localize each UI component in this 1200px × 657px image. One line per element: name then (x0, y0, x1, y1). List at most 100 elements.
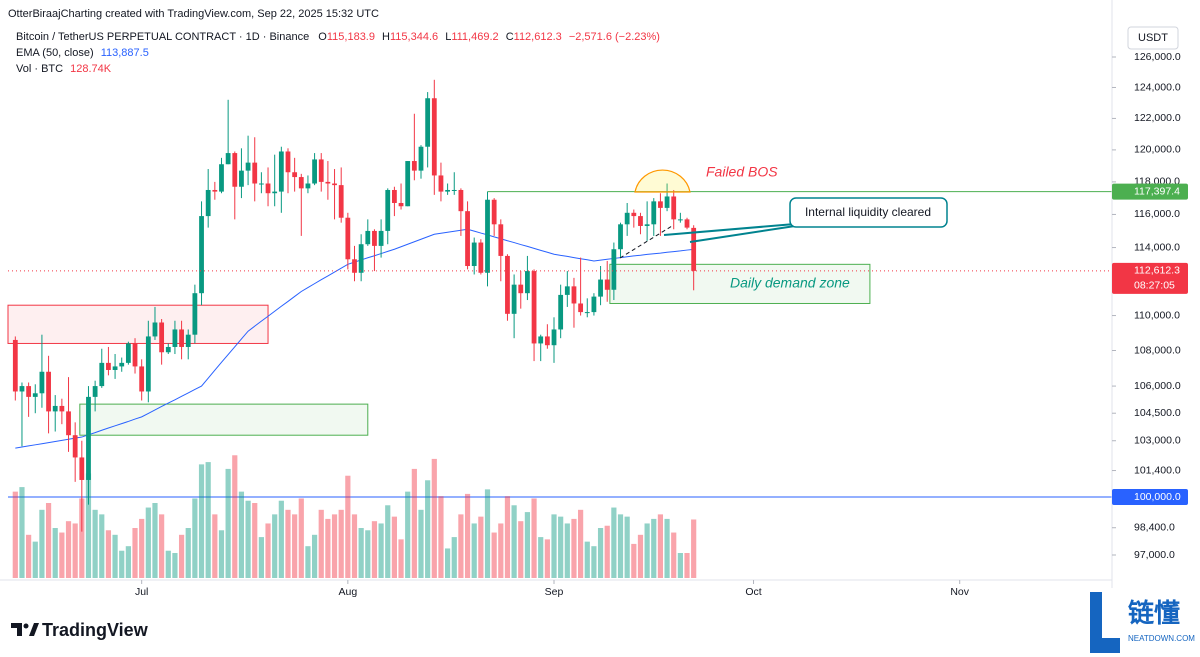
candle-body (631, 212, 637, 217)
price-tag (1112, 183, 1188, 200)
volume-bar (604, 525, 610, 578)
candle-body (258, 183, 264, 185)
candle-body (425, 98, 431, 147)
candle-body (285, 151, 291, 173)
candle-body (245, 162, 251, 171)
candle-body (578, 303, 584, 313)
volume-bar (591, 546, 597, 578)
x-tick-label: Sep (545, 586, 564, 598)
candle-body (651, 201, 657, 225)
candle-body (199, 216, 204, 294)
volume-bar (398, 539, 404, 578)
y-tick-label: 106,000.0 (1134, 380, 1181, 392)
candle-body (145, 336, 151, 392)
logo-icon (11, 623, 22, 636)
volume-bar (677, 553, 683, 578)
zones: Daily demand zone (7, 191, 1112, 498)
failed-bos-arc (634, 169, 691, 193)
volume-bar (445, 548, 451, 578)
volume-bar (378, 523, 384, 578)
volume-bar (278, 500, 284, 578)
zone (609, 263, 871, 304)
volume-bar (45, 503, 52, 578)
candle-body (411, 161, 417, 171)
volume-bar (238, 491, 245, 578)
volume-bar (318, 509, 324, 578)
volume-bar (597, 528, 604, 578)
price-tag-label: 117,397.4 (1134, 185, 1180, 197)
volume-bar (298, 498, 304, 578)
volume-bar (252, 503, 258, 578)
candle-body (99, 362, 105, 387)
volume-bar (425, 480, 431, 578)
volume-bar (65, 521, 72, 578)
volume-bar (351, 514, 358, 578)
candle-body (265, 183, 271, 194)
y-tick-label: 122,000.0 (1134, 112, 1181, 124)
candle-body (584, 312, 590, 314)
volume-bar (531, 498, 537, 578)
candle-body (132, 343, 138, 367)
volume-bar (624, 516, 630, 578)
volume-bar (484, 489, 491, 578)
volume-bar (644, 523, 650, 578)
brand-logo[interactable]: TradingView (11, 620, 149, 640)
legend-key: H (382, 31, 390, 43)
volume-bar (185, 528, 191, 578)
candle-body (438, 175, 444, 192)
callout-text: Internal liquidity cleared (805, 205, 931, 219)
y-tick-label: 108,000.0 (1134, 344, 1181, 356)
y-tick-label: 116,000.0 (1134, 208, 1180, 220)
candle-body (684, 219, 690, 228)
candle-body (418, 146, 424, 171)
candle-body (345, 217, 351, 260)
callout-pointer (663, 223, 796, 236)
countdown: 08:27:05 (1134, 280, 1175, 292)
volume-bar (12, 491, 18, 578)
legend-change: −2,571.6 (−2.23%) (569, 31, 660, 43)
volume-bar (59, 532, 65, 578)
candle-body (12, 339, 18, 392)
callout-box (789, 197, 948, 228)
volume-bar (464, 493, 471, 578)
candle-body (478, 242, 484, 273)
currency-box[interactable] (1127, 26, 1179, 50)
candle-body (72, 435, 78, 458)
volume-bar (145, 507, 151, 578)
candle-body (677, 219, 683, 221)
candle-body (505, 255, 510, 314)
candle-body (618, 224, 623, 250)
candle-body (106, 362, 111, 370)
candle-body (624, 212, 630, 225)
y-tick-label: 114,000.0 (1134, 241, 1180, 253)
volume-bar (105, 530, 112, 578)
volume-bar (651, 518, 657, 578)
volume-bar (371, 521, 378, 578)
volume-bar (617, 514, 624, 578)
candle-body (192, 293, 198, 335)
volume-bar (272, 514, 278, 578)
y-tick-label: 124,000.0 (1134, 81, 1181, 93)
volume-bar (471, 523, 477, 578)
candle-body (352, 259, 357, 273)
y-tick-label: 98,400.0 (1134, 522, 1175, 534)
candle-body (59, 405, 65, 412)
volume-bar (405, 491, 411, 578)
volume-pane (12, 455, 697, 578)
volume-bar (285, 509, 291, 578)
legend-value: 112,612.3 (514, 31, 562, 43)
candle-body (365, 230, 371, 245)
candle-body (518, 284, 524, 294)
volume-name: Vol · BTC (16, 63, 63, 75)
legend-key: C (506, 31, 514, 43)
volume-bar (664, 518, 670, 578)
volume-bar (584, 541, 590, 578)
candle-body (391, 189, 397, 203)
dashed-line (619, 225, 673, 259)
candle-body (431, 98, 437, 176)
volume-bar (518, 521, 524, 578)
candle-body (179, 329, 184, 347)
y-tick-label: 110,000.0 (1134, 309, 1180, 321)
candle-body (604, 279, 610, 290)
